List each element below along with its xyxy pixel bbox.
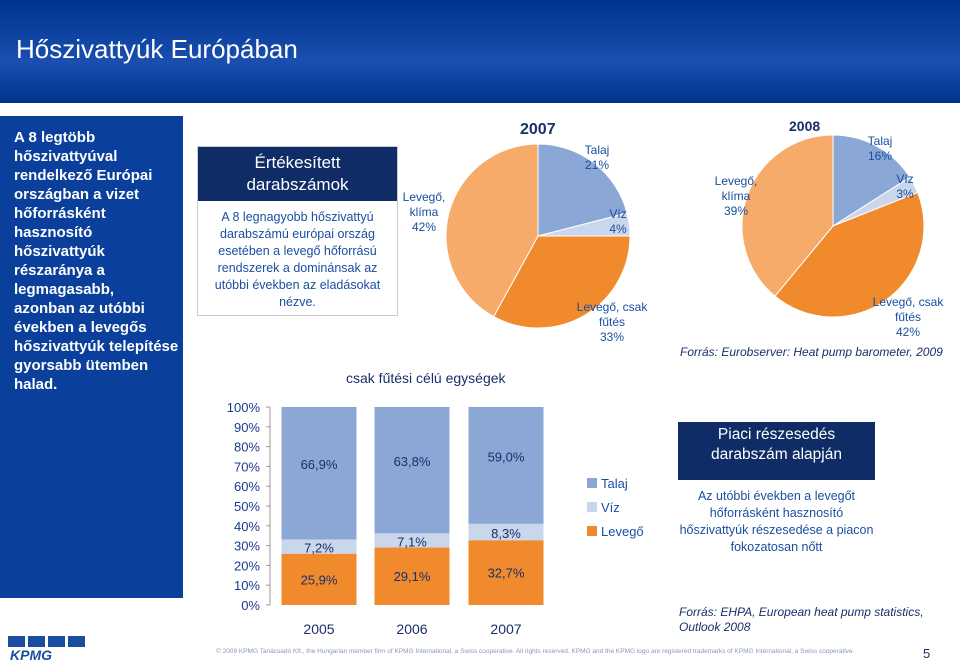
legend-swatch-viz (587, 502, 597, 512)
pie-2007-label-levego-futes: Levegő, csak fűtés 33% (562, 300, 662, 345)
bar-value-label: 25,9% (301, 572, 338, 587)
pie-2007-talaj-name: Talaj (584, 143, 610, 157)
bar-2007-Víz (468, 523, 544, 541)
x-tick-label: 2005 (303, 621, 334, 637)
legend-talaj: Talaj (601, 476, 628, 491)
page-title: Hőszivattyúk Európában (16, 34, 298, 64)
bar-2007-Levegő (468, 540, 544, 605)
pie-2007-levego-futes-name: Levegő, csak fűtés (576, 300, 648, 329)
y-tick-label: 20% (234, 558, 260, 573)
bar-value-label: 59,0% (488, 449, 525, 464)
pie-charts (445, 134, 925, 329)
y-tick-label: 80% (234, 440, 260, 455)
pie-2008-title: 2008 (789, 118, 821, 134)
legend-swatch-levego (587, 526, 597, 536)
legend-levego: Levegő (601, 524, 644, 539)
pie-2008-label-levego-futes: Levegő, csak fűtés 42% (858, 295, 958, 340)
y-tick-label: 60% (234, 479, 260, 494)
bar-chart-title: csak fűtési célú egységek (346, 370, 506, 386)
kpmg-logo: KPMG (8, 636, 88, 663)
bar-2006-Víz (374, 533, 450, 548)
bar-2006-Talaj (374, 407, 450, 534)
y-tick-label: 50% (234, 499, 260, 514)
pie-2007-slice-4 (445, 143, 539, 318)
bar-2005-Levegő (281, 553, 357, 605)
sales-info-box: Értékesített darabszámok A 8 legnagyobb … (197, 146, 398, 316)
page-number: 5 (923, 646, 931, 661)
pie-2008-slice-3 (774, 191, 925, 318)
pie-2007-viz-value: 4% (609, 222, 627, 236)
pie-2008-talaj-value: 16% (867, 149, 893, 163)
pie-2008-levego-futes-name: Levegő, csak fűtés (872, 295, 944, 324)
pie-2008-levego-futes-value: 42% (895, 325, 921, 339)
bar-2007-Talaj (468, 407, 544, 524)
pie-2008-label-talaj: Talaj 16% (856, 134, 904, 164)
pie-2008-label-levego-klima: Levegő, klíma 39% (706, 174, 766, 219)
y-tick-label: 30% (234, 539, 260, 554)
sales-info-title: Értékesített darabszámok (198, 147, 397, 201)
legend-swatch-talaj (587, 478, 597, 488)
pie-2007-label-levego-klima: Levegő, klíma 42% (398, 190, 450, 235)
pie-2008-talaj-name: Talaj (867, 134, 893, 148)
bar-value-label: 7,1% (397, 534, 427, 549)
pie-2007-slice-1 (537, 143, 628, 237)
pie-2007-viz-name: Víz (609, 207, 627, 221)
side-summary-text: A 8 legtöbb hőszivattyúval rendelkező Eu… (14, 129, 179, 393)
pie-2007-talaj-value: 21% (584, 158, 610, 172)
source-bottom: Forrás: EHPA, European heat pump statist… (679, 605, 924, 634)
x-tick-label: 2007 (490, 621, 521, 637)
y-tick-label: 0% (241, 598, 260, 613)
pie-2007-label-viz: Víz 4% (600, 207, 636, 237)
source-top: Forrás: Eurobserver: Heat pump barometer… (680, 345, 943, 359)
legend-viz: Víz (601, 500, 620, 515)
pie-2007-levego-klima-name: Levegő, klíma (402, 190, 446, 219)
pie-2008-viz-value: 3% (896, 187, 914, 201)
pie-2007-slice-3 (492, 235, 631, 329)
y-tick-label: 90% (234, 420, 260, 435)
pie-2008-levego-klima-value: 39% (723, 204, 749, 218)
pie-2008-levego-klima-name: Levegő, klíma (714, 174, 758, 203)
market-share-body: Az utóbbi években a levegőt hőforrásként… (679, 489, 874, 554)
y-tick-label: 40% (234, 519, 260, 534)
sales-info-body: A 8 legnagyobb hőszivattyú darabszámú eu… (214, 210, 381, 309)
bar-value-label: 66,9% (301, 457, 338, 472)
kpmg-logo-mark: KPMG (8, 636, 85, 663)
kpmg-logo-text: KPMG (10, 647, 52, 662)
y-tick-label: 100% (227, 400, 261, 415)
pie-2007-label-talaj: Talaj 21% (572, 143, 622, 173)
bar-2005-Talaj (281, 407, 357, 540)
pie-2007-levego-klima-value: 42% (411, 220, 437, 234)
x-tick-label: 2006 (396, 621, 427, 637)
bar-value-label: 7,2% (304, 541, 334, 556)
side-panel (0, 116, 183, 598)
bar-2005-Víz (281, 539, 357, 554)
bar-2006-Levegő (374, 547, 450, 605)
pie-2007-levego-futes-value: 33% (599, 330, 625, 344)
market-share-title: Piaci részesedés darabszám alapján (678, 422, 875, 480)
market-share-box: Piaci részesedés darabszám alapján Az ut… (678, 422, 875, 560)
pie-2007-title: 2007 (520, 121, 556, 138)
title-bar: Hőszivattyúk Európában (0, 0, 960, 103)
y-tick-label: 70% (234, 459, 260, 474)
bar-value-label: 63,8% (394, 454, 431, 469)
bar-value-label: 29,1% (394, 569, 431, 584)
pie-2008-slice-4 (741, 134, 834, 297)
pie-2008-label-viz: Víz 3% (890, 172, 920, 202)
pie-2008-viz-name: Víz (896, 172, 914, 186)
bar-value-label: 32,7% (488, 566, 525, 581)
pie-2008-slice-1 (832, 134, 911, 227)
footer-copyright: © 2009 KPMG Tanácsadó Kft., the Hungaria… (216, 648, 855, 655)
bar-value-label: 8,3% (491, 526, 521, 541)
y-tick-label: 10% (234, 578, 260, 593)
